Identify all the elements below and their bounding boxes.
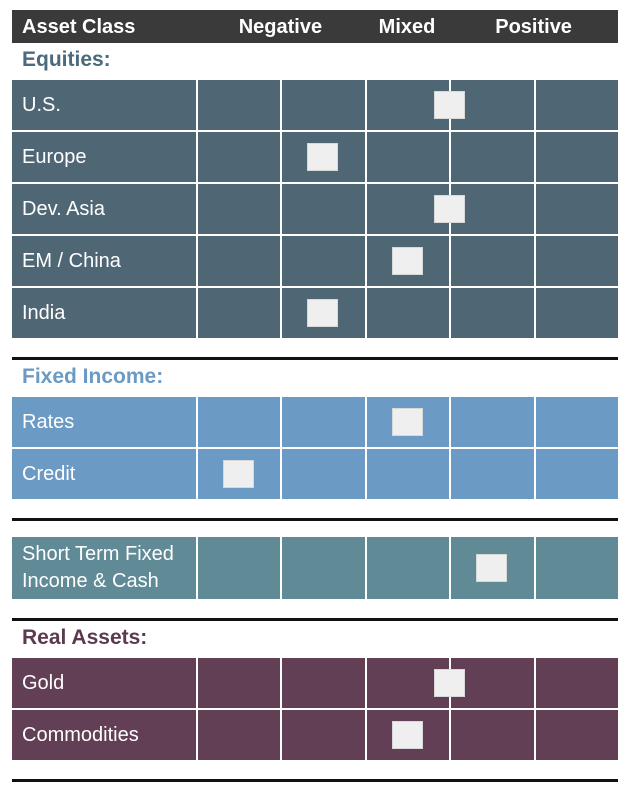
grid-cell [451,132,534,182]
position-marker [475,554,507,582]
section-title: Equities: [22,48,111,71]
grid-cell [451,184,534,234]
section-title: Real Assets: [22,626,148,649]
grid-cell [451,658,534,708]
grid-cell [198,288,281,338]
grid-cell [198,236,281,286]
grid-cell [282,80,365,130]
position-marker [391,721,423,749]
row-label: Credit [12,449,196,499]
grid-cell [198,537,281,599]
position-marker [391,247,423,275]
position-marker [391,408,423,436]
grid-cell [282,710,365,760]
row-label: Europe [12,132,196,182]
grid-cell [535,537,618,599]
row-label: Gold [12,658,196,708]
grid-cell [535,184,618,234]
grid-cell [451,236,534,286]
header-label: Asset Class [22,16,136,38]
grid-cell [198,184,281,234]
position-marker [433,669,465,697]
grid-cell [451,449,534,499]
row-label: EM / China [12,236,196,286]
grid-cell [451,710,534,760]
position-marker [433,91,465,119]
grid-cell [535,288,618,338]
row-label: Rates [12,397,196,447]
grid-cell [535,397,618,447]
section-rule [12,357,618,360]
grid-cell [198,80,281,130]
grid-cell [366,537,450,599]
grid-cell [535,658,618,708]
section-rule [12,779,618,782]
grid-cell [366,449,450,499]
grid-cell [282,397,365,447]
grid-cell [282,449,365,499]
grid-cell [198,397,281,447]
position-marker [433,195,465,223]
grid-cell [535,132,618,182]
section-rule [12,618,618,621]
grid-cell [198,658,281,708]
grid-cell [282,537,365,599]
row-label: Dev. Asia [12,184,196,234]
grid-cell [366,132,450,182]
grid-cell [282,236,365,286]
header-column: Negative [238,16,323,38]
grid-cell [535,236,618,286]
grid-cell [535,80,618,130]
row-label: Commodities [12,710,196,760]
grid-cell [366,288,450,338]
header-bar [12,10,618,43]
header-column: Positive [495,16,572,38]
grid-cell [451,288,534,338]
grid-cell [282,658,365,708]
row-label: U.S. [12,80,196,130]
section-rule [12,518,618,521]
position-marker [307,299,339,327]
row-label: Short Term Fixed Income & Cash [12,537,196,599]
grid-cell [451,80,534,130]
grid-cell [535,710,618,760]
grid-cell [282,184,365,234]
grid-cell [451,397,534,447]
grid-cell [198,710,281,760]
section-title: Fixed Income: [22,365,164,388]
position-marker [222,460,254,488]
row-label: India [12,288,196,338]
grid-cell [198,132,281,182]
header-column: Mixed [378,16,436,38]
position-marker [307,143,339,171]
grid-cell [535,449,618,499]
